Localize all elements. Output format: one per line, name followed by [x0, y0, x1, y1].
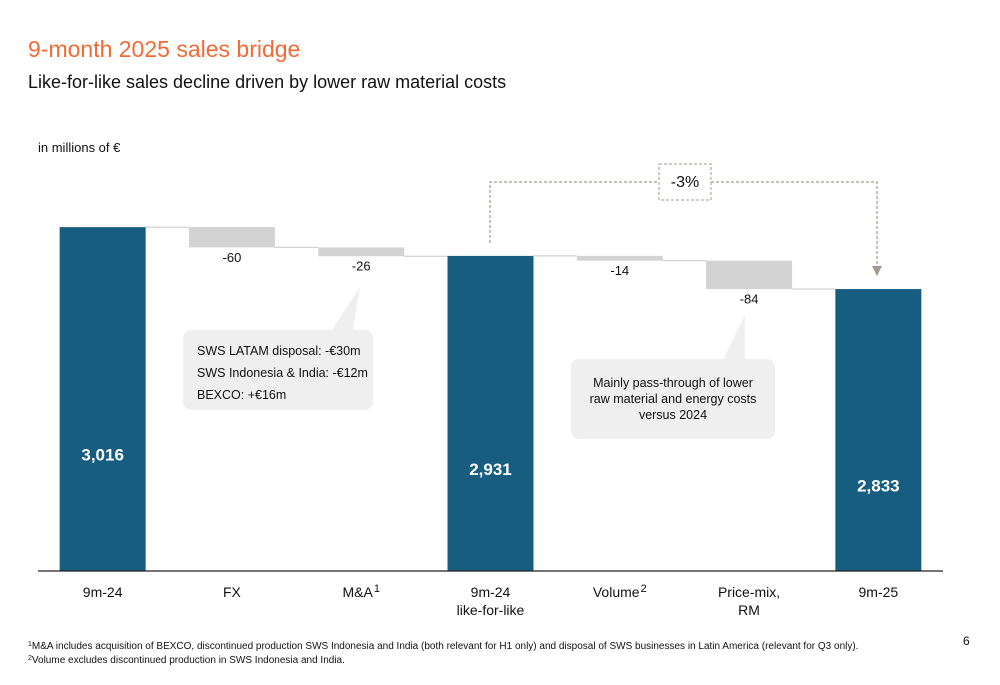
category-text: 9m-24 like-for-like [456, 584, 525, 618]
category-text: 9m-24 [82, 584, 123, 600]
footnote-marker: 2 [28, 655, 32, 662]
change-box [658, 163, 712, 201]
delta-bar [318, 247, 405, 257]
x-tick-label: M&A1 [297, 583, 425, 601]
total-bar [59, 227, 146, 571]
total-bar [447, 255, 534, 571]
category-note: 2 [640, 583, 647, 595]
value-label: -60 [223, 250, 242, 265]
page-number: 6 [963, 634, 970, 648]
callout-pointer [330, 287, 360, 336]
bracket-arrow [872, 266, 882, 276]
delta-bar [188, 227, 275, 248]
delta-bar [576, 255, 663, 261]
footnote: 1M&A includes acquisition of BEXCO, disc… [28, 641, 858, 652]
callout-line: SWS LATAM disposal: -€30m [197, 344, 361, 358]
x-tick-label: 9m-24 like-for-like [427, 583, 555, 619]
footnote-text: Volume excludes discontinued production … [31, 655, 345, 666]
footnote: 2Volume excludes discontinued production… [28, 655, 345, 666]
category-text: FX [222, 584, 241, 600]
subtitle: Like-for-like sales decline driven by lo… [28, 72, 507, 92]
x-tick-label: 9m-24 [39, 583, 167, 601]
value-label: 3,016 [81, 446, 124, 465]
category-text: Volume [592, 584, 640, 600]
change-annotation: -3% [671, 174, 699, 191]
callout-pointer [722, 315, 745, 364]
callout: SWS LATAM disposal: -€30m SWS Indonesia … [183, 330, 373, 410]
category-text: M&A [342, 584, 373, 600]
category-text: 9m-25 [858, 584, 899, 600]
x-tick-label: Price-mix, RM [685, 583, 813, 619]
value-label: -26 [352, 259, 371, 274]
footnote-text: M&A includes acquisition of BEXCO, disco… [31, 641, 859, 652]
value-label: -84 [740, 291, 759, 306]
unit-label: in millions of € [38, 140, 121, 155]
change-bracket [489, 181, 878, 268]
callout-line: SWS Indonesia & India: -€12m [197, 366, 368, 380]
footnote-marker: 1 [28, 641, 32, 648]
callout-line: Mainly pass-through of lower raw materia… [589, 376, 757, 422]
value-label: -14 [610, 263, 629, 278]
value-label: 2,833 [857, 477, 900, 496]
category-note: 1 [373, 583, 380, 595]
category-text: Price-mix, RM [717, 584, 781, 618]
value-label: 2,931 [469, 460, 512, 479]
total-bar [835, 289, 922, 571]
delta-bar [706, 260, 793, 290]
x-tick-label: 9m-25 [814, 583, 942, 601]
callout: Mainly pass-through of lower raw materia… [571, 359, 775, 439]
callout-line: BEXCO: +€16m [197, 388, 287, 402]
x-tick-label: Volume2 [556, 583, 684, 601]
x-tick-label: FX [168, 583, 296, 601]
title: 9-month 2025 sales bridge [28, 36, 301, 62]
